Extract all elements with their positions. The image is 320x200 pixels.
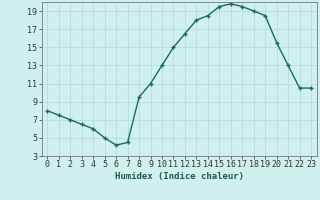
X-axis label: Humidex (Indice chaleur): Humidex (Indice chaleur): [115, 172, 244, 181]
